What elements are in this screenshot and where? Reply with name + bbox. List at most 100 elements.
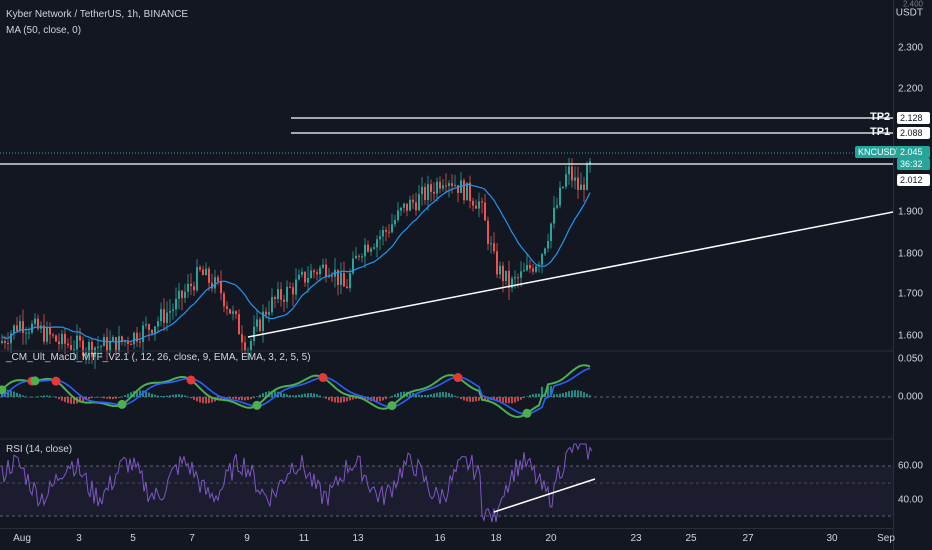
- moving-average-line: [1, 183, 591, 343]
- candle-body: [376, 239, 378, 248]
- candle-body: [22, 321, 24, 333]
- macd-histogram-bar: [418, 394, 420, 397]
- candle-body: [514, 277, 516, 279]
- macd-cross-dot: [252, 400, 262, 410]
- macd-cross-dot: [0, 385, 7, 395]
- macd-histogram-bar: [583, 392, 585, 397]
- candle-body: [82, 340, 84, 356]
- ma-indicator-label[interactable]: MA (50, close, 0): [6, 25, 82, 36]
- candle-body: [217, 277, 219, 282]
- candle-body: [265, 311, 267, 315]
- candle-body: [166, 312, 168, 323]
- macd-histogram-bar: [31, 397, 33, 398]
- macd-histogram-bar: [49, 395, 51, 397]
- macd-histogram-bar: [178, 394, 180, 397]
- rsi-line: [1, 443, 593, 523]
- candle-body: [412, 199, 414, 203]
- macd-histogram-bar: [409, 392, 411, 397]
- macd-histogram-bar: [436, 392, 438, 397]
- macd-histogram-bar: [148, 392, 150, 397]
- macd-indicator-label[interactable]: _CM_Ult_MacD_MTF_V2.1 (, 12, 26, close, …: [6, 352, 311, 363]
- macd-histogram-bar: [376, 397, 378, 402]
- candle-body: [226, 306, 228, 310]
- time-tick: 25: [685, 533, 697, 544]
- macd-histogram-bar: [478, 397, 480, 401]
- macd-histogram-bar: [484, 397, 486, 401]
- time-tick: 7: [189, 533, 195, 544]
- rsi-indicator-label[interactable]: RSI (14, close): [6, 444, 73, 455]
- macd-histogram-bar: [46, 395, 48, 397]
- candle-body: [325, 264, 327, 277]
- time-tick: 5: [130, 533, 136, 544]
- candle-body: [319, 267, 321, 275]
- macd-histogram-bar: [430, 394, 432, 397]
- candle-body: [445, 185, 447, 187]
- macd-histogram-bar: [397, 392, 399, 397]
- macd-cross-dot: [522, 408, 532, 418]
- time-tick: 9: [244, 533, 250, 544]
- candle-body: [241, 334, 243, 343]
- candle-body: [70, 345, 72, 350]
- macd-histogram-bar: [466, 397, 468, 402]
- macd-histogram-bar: [427, 394, 429, 397]
- candle-body: [67, 343, 69, 346]
- macd-histogram-bar: [364, 397, 366, 400]
- candle-body: [94, 347, 96, 357]
- last-price-tag: 2.045: [897, 146, 930, 158]
- macd-histogram-bar: [400, 392, 402, 397]
- candle-body: [490, 243, 492, 245]
- candle-body: [493, 243, 495, 252]
- candle-body: [232, 311, 234, 314]
- candle-body: [502, 265, 504, 282]
- macd-histogram-bar: [88, 397, 90, 399]
- candle-body: [427, 184, 429, 201]
- macd-histogram-bar: [160, 395, 162, 397]
- candle-body: [409, 199, 411, 211]
- candle-body: [43, 325, 45, 342]
- candle-body: [406, 203, 408, 211]
- macd-histogram-bar: [493, 397, 495, 401]
- macd-histogram-bar: [220, 397, 222, 400]
- macd-histogram-bar: [256, 396, 258, 397]
- macd-histogram-bar: [550, 385, 552, 397]
- candle-body: [61, 333, 63, 345]
- candle-body: [214, 277, 216, 289]
- macd-histogram-bar: [571, 390, 573, 397]
- signal-line: [1, 367, 591, 415]
- macd-histogram-bar: [283, 393, 285, 397]
- main-price-chart[interactable]: [0, 0, 893, 530]
- macd-histogram-bar: [241, 397, 243, 401]
- candle-body: [511, 278, 513, 288]
- macd-histogram-bar: [331, 397, 333, 402]
- currency-label: USDT: [895, 7, 923, 19]
- candle-body: [424, 186, 426, 201]
- candle-body: [361, 256, 363, 258]
- macd-histogram-bar: [28, 396, 30, 398]
- macd-histogram-bar: [433, 393, 435, 397]
- macd-histogram-bar: [505, 397, 507, 404]
- macd-histogram-bar: [151, 393, 153, 397]
- candle-body: [442, 185, 444, 189]
- candle-body: [505, 270, 507, 282]
- macd-histogram-bar: [280, 392, 282, 397]
- time-axis-border: [0, 528, 893, 529]
- macd-histogram-bar: [553, 394, 555, 397]
- price-scale[interactable]: 2.400 USDT 2.300 2.200 1.900 1.800 1.700…: [893, 0, 932, 550]
- macd-histogram-bar: [187, 396, 189, 398]
- macd-histogram-bar: [136, 390, 138, 397]
- macd-histogram-bar: [37, 396, 39, 397]
- macd-histogram-bar: [454, 395, 456, 397]
- candle-body: [139, 341, 141, 343]
- rsi-tick-40: 40.00: [897, 494, 923, 506]
- candle-body: [205, 268, 207, 276]
- candle-body: [535, 266, 537, 272]
- macd-histogram-bar: [310, 393, 312, 397]
- price-tick-2300: 2.300: [897, 42, 923, 54]
- candle-body: [550, 223, 552, 242]
- time-tick: Aug: [13, 533, 31, 544]
- macd-histogram-bar: [541, 386, 543, 397]
- candle-body: [136, 332, 138, 342]
- macd-histogram-bar: [145, 391, 147, 397]
- symbol-title[interactable]: Kyber Network / TetherUS, 1h, BINANCE: [6, 9, 189, 20]
- candle-body: [289, 286, 291, 288]
